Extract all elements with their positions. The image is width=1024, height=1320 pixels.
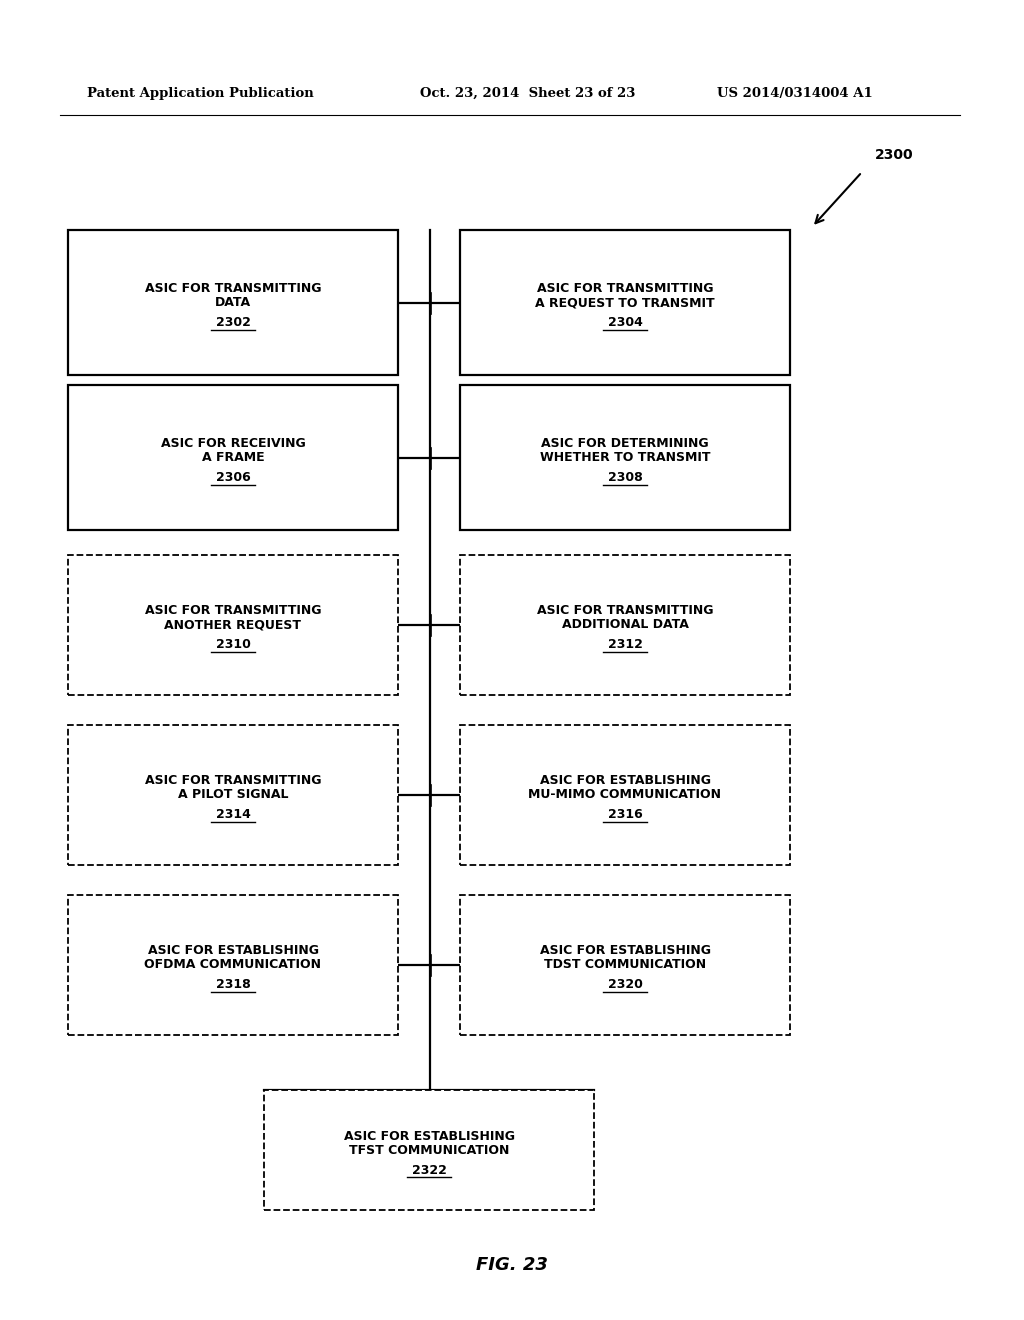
Bar: [460, 385, 790, 531]
Text: MU-MIMO COMMUNICATION: MU-MIMO COMMUNICATION: [528, 788, 722, 801]
Text: ASIC FOR TRANSMITTING: ASIC FOR TRANSMITTING: [144, 775, 322, 788]
Bar: [68, 725, 398, 865]
Text: ADDITIONAL DATA: ADDITIONAL DATA: [561, 619, 688, 631]
Text: A REQUEST TO TRANSMIT: A REQUEST TO TRANSMIT: [536, 296, 715, 309]
Text: Oct. 23, 2014  Sheet 23 of 23: Oct. 23, 2014 Sheet 23 of 23: [420, 87, 635, 100]
Text: ASIC FOR ESTABLISHING: ASIC FOR ESTABLISHING: [540, 945, 711, 957]
Bar: [460, 230, 790, 375]
Text: 2308: 2308: [607, 471, 642, 484]
Text: TFST COMMUNICATION: TFST COMMUNICATION: [349, 1143, 509, 1156]
Text: WHETHER TO TRANSMIT: WHETHER TO TRANSMIT: [540, 451, 711, 465]
Text: 2314: 2314: [216, 808, 251, 821]
Text: Patent Application Publication: Patent Application Publication: [87, 87, 313, 100]
Text: 2300: 2300: [874, 148, 913, 162]
Bar: [460, 725, 790, 865]
Text: 2310: 2310: [216, 639, 251, 652]
Text: ASIC FOR ESTABLISHING: ASIC FOR ESTABLISHING: [147, 945, 318, 957]
Text: 2306: 2306: [216, 471, 251, 484]
Text: US 2014/0314004 A1: US 2014/0314004 A1: [717, 87, 872, 100]
Text: 2322: 2322: [412, 1163, 446, 1176]
Bar: [460, 554, 790, 696]
Bar: [264, 1090, 594, 1210]
Text: A FRAME: A FRAME: [202, 451, 264, 465]
Text: 2320: 2320: [607, 978, 642, 991]
Text: 2318: 2318: [216, 978, 251, 991]
Text: 2302: 2302: [216, 315, 251, 329]
Text: A PILOT SIGNAL: A PILOT SIGNAL: [178, 788, 288, 801]
Text: ASIC FOR ESTABLISHING: ASIC FOR ESTABLISHING: [540, 775, 711, 788]
Text: 2316: 2316: [607, 808, 642, 821]
Text: 2312: 2312: [607, 639, 642, 652]
Text: ANOTHER REQUEST: ANOTHER REQUEST: [165, 619, 301, 631]
Bar: [460, 895, 790, 1035]
Text: ASIC FOR RECEIVING: ASIC FOR RECEIVING: [161, 437, 305, 450]
Text: ASIC FOR DETERMINING: ASIC FOR DETERMINING: [542, 437, 709, 450]
Text: ASIC FOR TRANSMITTING: ASIC FOR TRANSMITTING: [144, 282, 322, 294]
Bar: [68, 385, 398, 531]
Text: ASIC FOR TRANSMITTING: ASIC FOR TRANSMITTING: [144, 605, 322, 618]
Bar: [68, 895, 398, 1035]
Text: FIG. 23: FIG. 23: [476, 1257, 548, 1274]
Text: ASIC FOR TRANSMITTING: ASIC FOR TRANSMITTING: [537, 605, 714, 618]
Bar: [68, 230, 398, 375]
Text: ASIC FOR TRANSMITTING: ASIC FOR TRANSMITTING: [537, 282, 714, 294]
Text: DATA: DATA: [215, 296, 251, 309]
Text: OFDMA COMMUNICATION: OFDMA COMMUNICATION: [144, 958, 322, 972]
Text: ASIC FOR ESTABLISHING: ASIC FOR ESTABLISHING: [343, 1130, 514, 1143]
Bar: [68, 554, 398, 696]
Text: TDST COMMUNICATION: TDST COMMUNICATION: [544, 958, 707, 972]
Text: 2304: 2304: [607, 315, 642, 329]
